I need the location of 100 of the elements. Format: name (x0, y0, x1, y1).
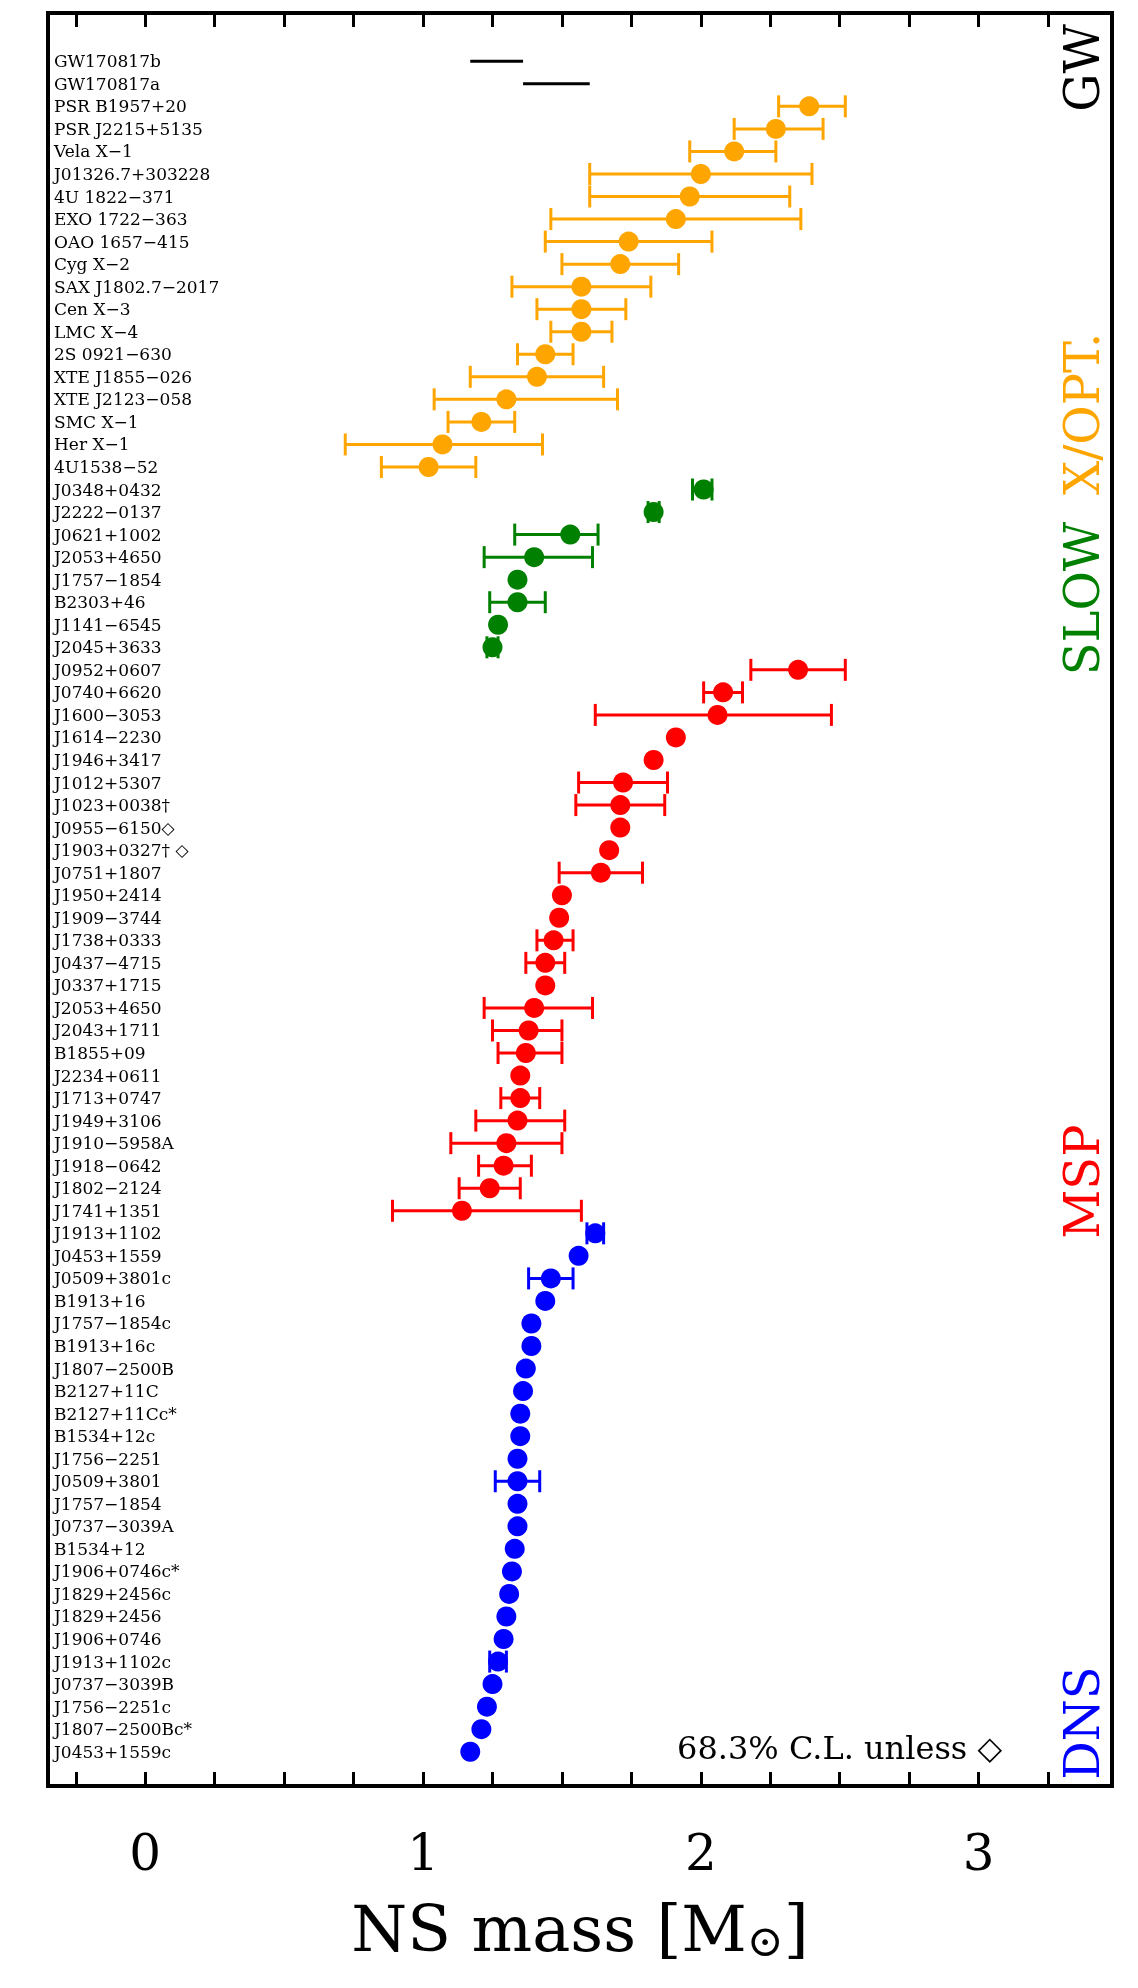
y-tick-label: J1829+2456c (52, 1583, 172, 1604)
y-tick-label: J2222−0137 (52, 502, 162, 523)
y-tick-label: B2127+11Cc* (54, 1403, 178, 1424)
y-tick-label: J1614−2230 (52, 727, 162, 748)
text: MSP (1054, 1124, 1110, 1239)
point (482, 1674, 503, 1695)
point (451, 1200, 472, 1221)
point (496, 1606, 517, 1627)
y-tick-label: J0621+1002 (52, 524, 162, 545)
text: SLOW (1054, 521, 1110, 676)
point (496, 389, 517, 410)
y-tick-label: J0437−4715 (52, 952, 162, 973)
y-tick-label: J1829+2456 (52, 1606, 162, 1627)
y-tick-label: J0509+3801c (52, 1268, 172, 1289)
y-tick-label: J1802−2124 (52, 1178, 162, 1199)
y-tick-label: J1950+2414 (52, 885, 162, 906)
y-tick-label: J1600−3053 (52, 704, 162, 725)
y-tick-label: J1949+3106 (52, 1110, 162, 1131)
point (643, 750, 664, 770)
x-tick-label: 0 (129, 1824, 162, 1882)
point (507, 1110, 528, 1131)
point (610, 795, 631, 816)
point (571, 276, 592, 297)
point (535, 344, 556, 365)
point (507, 1471, 528, 1492)
point (526, 366, 547, 387)
y-tick-label: Cyg X−2 (54, 254, 131, 275)
y-tick-label: J1023+0038† (52, 795, 171, 816)
y-tick-label: J2043+1711 (52, 1020, 162, 1041)
point (613, 772, 634, 793)
point (507, 1493, 528, 1514)
y-tick-label: Vela X−1 (53, 141, 133, 162)
text: DNS (1054, 1666, 1110, 1780)
point (507, 1516, 528, 1537)
point (524, 997, 545, 1018)
y-tick-label: J1807−2500Bc* (52, 1719, 193, 1740)
y-tick-label: J1946+3417 (52, 749, 162, 770)
point (513, 1381, 534, 1402)
point (488, 614, 509, 635)
point (571, 299, 592, 320)
y-tick-label: J0453+1559c (52, 1741, 172, 1762)
y-tick-label: EXO 1722−363 (54, 209, 188, 230)
point (535, 975, 556, 996)
point (501, 1561, 522, 1582)
point (507, 1448, 528, 1469)
x-axis-title: NS mass [M⊙] (351, 1892, 809, 1966)
point (568, 1245, 589, 1266)
y-tick-label: OAO 1657−415 (54, 231, 190, 252)
y-tick-label: B1534+12 (54, 1538, 146, 1559)
y-tick-label: LMC X−4 (54, 321, 139, 342)
point (521, 1313, 542, 1334)
y-tick-label: J1909−3744 (52, 907, 162, 928)
y-tick-label: J1012+5307 (52, 772, 162, 793)
point (690, 163, 711, 184)
point (765, 118, 786, 139)
y-tick-label: J1756−2251c (52, 1696, 172, 1717)
point (535, 1290, 556, 1311)
y-tick-label: B2127+11C (54, 1381, 159, 1402)
y-tick-label: J1756−2251 (52, 1448, 162, 1469)
point (560, 524, 581, 545)
point (590, 862, 611, 883)
y-tick-label: J1757−1854 (52, 569, 162, 590)
y-tick-label: J1713+0747 (52, 1088, 162, 1109)
point (599, 840, 620, 861)
point (679, 186, 700, 207)
point (479, 1178, 500, 1199)
y-tick-label: J1757−1854c (52, 1313, 172, 1334)
y-tick-label: J1141−6545 (52, 614, 162, 635)
y-tick-label: Her X−1 (54, 434, 130, 455)
point (521, 1336, 542, 1357)
point (418, 456, 439, 477)
point (713, 682, 734, 703)
x-tick-label: 3 (962, 1824, 995, 1882)
y-tick-label: PSR B1957+20 (54, 96, 187, 117)
point (499, 1583, 520, 1604)
y-tick-label: J1910−5958A (52, 1133, 175, 1154)
y-tick-label: XTE J2123−058 (54, 389, 193, 410)
point (618, 231, 639, 252)
point (543, 930, 564, 951)
y-tick-label: J1906+0746c* (52, 1561, 181, 1582)
point (507, 592, 528, 613)
point (610, 817, 631, 838)
y-tick-label: GW170817a (54, 73, 161, 94)
point (524, 547, 545, 568)
point (510, 1088, 531, 1109)
y-tick-label: J1903+0327† ◇ (52, 840, 190, 861)
y-tick-label: 2S 0921−630 (54, 344, 172, 365)
point (799, 96, 820, 117)
y-tick-label: J0737−3039A (52, 1516, 175, 1537)
point (510, 1065, 531, 1086)
y-tick-label: J2053+4650 (52, 547, 162, 568)
annotation: 68.3% C.L. unless ◇ (677, 1728, 1003, 1767)
point (471, 411, 492, 432)
y-tick-label: B1913+16 (54, 1290, 146, 1311)
y-tick-label: B1913+16c (54, 1336, 156, 1357)
y-tick-label: J01326.7+303228 (52, 163, 211, 184)
point (665, 727, 686, 748)
y-tick-label: J0740+6620 (52, 682, 162, 703)
y-tick-label: J1738+0333 (52, 930, 162, 951)
point (504, 1538, 525, 1559)
